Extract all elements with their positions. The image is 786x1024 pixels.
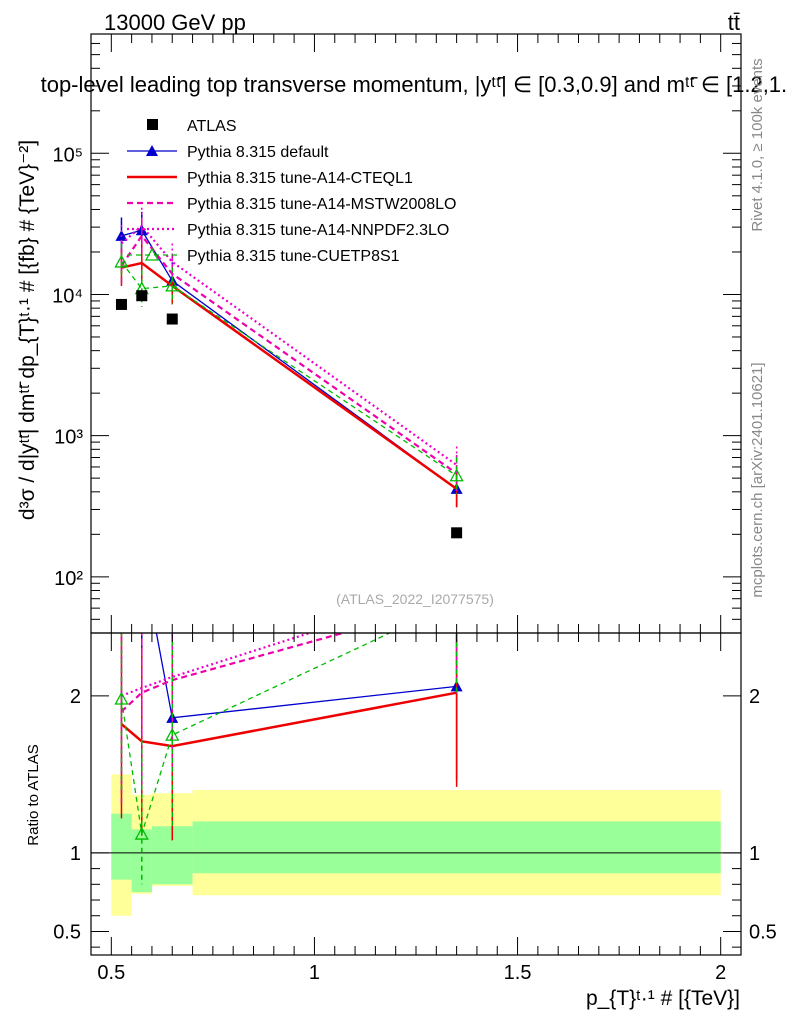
data-point	[114, 691, 129, 705]
legend-label: ATLAS	[187, 118, 237, 135]
y-tick-label: 10²	[54, 568, 83, 590]
legend-label: Pythia 8.315 tune-A14-NNPDF2.3LO	[187, 222, 449, 239]
data-point	[165, 278, 180, 292]
data-point	[165, 727, 180, 741]
ratio-plot-frame	[90, 632, 742, 956]
energy-label: 13000 GeV pp	[104, 10, 246, 35]
x-axis-label: p_{T}ᵗ·¹ # [{TeV}]	[586, 987, 740, 1010]
y-tick-label: 10⁵	[52, 144, 83, 166]
ratio-y-tick-label-right: 1	[749, 843, 760, 865]
legend-label: Pythia 8.315 tune-A14-CTEQL1	[187, 170, 413, 187]
legend-marker	[144, 247, 160, 261]
legend-label: Pythia 8.315 tune-A14-MSTW2008LO	[187, 196, 456, 213]
legend-entry-pythia-8-315-tune-a14-mstw2008lo: Pythia 8.315 tune-A14-MSTW2008LO	[127, 196, 456, 213]
legend-label: Pythia 8.315 tune-CUETP8S1	[187, 248, 400, 265]
series-line	[120, 261, 457, 477]
atlas-data-point	[115, 298, 127, 310]
x-tick-label: 1.5	[504, 962, 532, 984]
data-point	[134, 826, 149, 840]
legend-entry-atlas: ATLAS	[147, 118, 237, 135]
series-line	[121, 633, 314, 697]
legend-label: Pythia 8.315 default	[187, 144, 329, 161]
series-line	[155, 633, 457, 719]
analysis-watermark: (ATLAS_2022_I2077575)	[336, 591, 494, 607]
ratio-y-tick-label: 2	[70, 686, 81, 708]
atlas-data-point	[451, 527, 463, 539]
y-tick-label: 10⁴	[52, 285, 83, 307]
data-point	[114, 254, 129, 268]
ratio-series-pythia-8-315-tune-cuetp8s1	[114, 633, 458, 885]
main-plot-area	[91, 34, 741, 633]
series-line	[121, 261, 458, 490]
series-line	[120, 633, 392, 835]
atlas-data-point	[136, 290, 148, 302]
series-line	[120, 691, 457, 748]
series-line	[120, 633, 348, 713]
source-label: mcplots.cern.ch [arXiv:2401.10621]	[749, 362, 766, 597]
data-point	[449, 468, 464, 482]
series-atlas	[115, 290, 463, 539]
ratio-y-tick-label: 1	[70, 843, 81, 865]
process-label: tt̄	[728, 10, 740, 35]
legend-entry-pythia-8-315-tune-cuetp8s1: Pythia 8.315 tune-CUETP8S1	[127, 247, 400, 265]
uncertainty-band-inner	[192, 821, 721, 874]
legend-marker	[146, 145, 158, 156]
atlas-data-point	[166, 313, 178, 325]
series-line	[120, 224, 458, 466]
legend-entry-pythia-8-315-tune-a14-cteql1: Pythia 8.315 tune-A14-CTEQL1	[127, 170, 413, 187]
legend-entry-pythia-8-315-default: Pythia 8.315 default	[127, 144, 329, 161]
uncertainty-band-inner	[111, 813, 132, 880]
ratio-y-axis-label: Ratio to ATLAS	[25, 744, 42, 845]
ratio-plot-panel: 0.5 0.5 1 1 2 2 0.5 1 1.5 2	[53, 632, 777, 984]
main-y-axis-label: d³σ / d|yᵗᵗ̄| dmᵗᵗ̄ dp_{T}ᵗ·¹ # [{fb} # …	[16, 140, 39, 520]
legend: ATLAS Pythia 8.315 default Pythia 8.315 tu…	[127, 118, 456, 265]
ratio-y-tick-label: 0.5	[53, 921, 81, 943]
ratio-y-tick-label-right: 0.5	[749, 921, 777, 943]
legend-marker	[147, 119, 158, 130]
x-tick-label: 2	[715, 962, 726, 984]
plot-title: top-level leading top transverse momentu…	[41, 72, 786, 97]
ratio-y-tick-label-right: 2	[749, 686, 760, 708]
y-tick-label: 10³	[54, 427, 83, 449]
main-plot-panel: (ATLAS_2022_I2077575) 10² 10³ 10⁴ 10⁵	[52, 33, 742, 634]
x-tick-label: 0.5	[97, 962, 125, 984]
x-tick-label: 1	[309, 962, 320, 984]
rivet-version-label: Rivet 4.1.0, ≥ 100k events	[749, 58, 766, 231]
legend-entry-pythia-8-315-tune-a14-nnpdf2-3lo: Pythia 8.315 tune-A14-NNPDF2.3LO	[127, 222, 449, 239]
